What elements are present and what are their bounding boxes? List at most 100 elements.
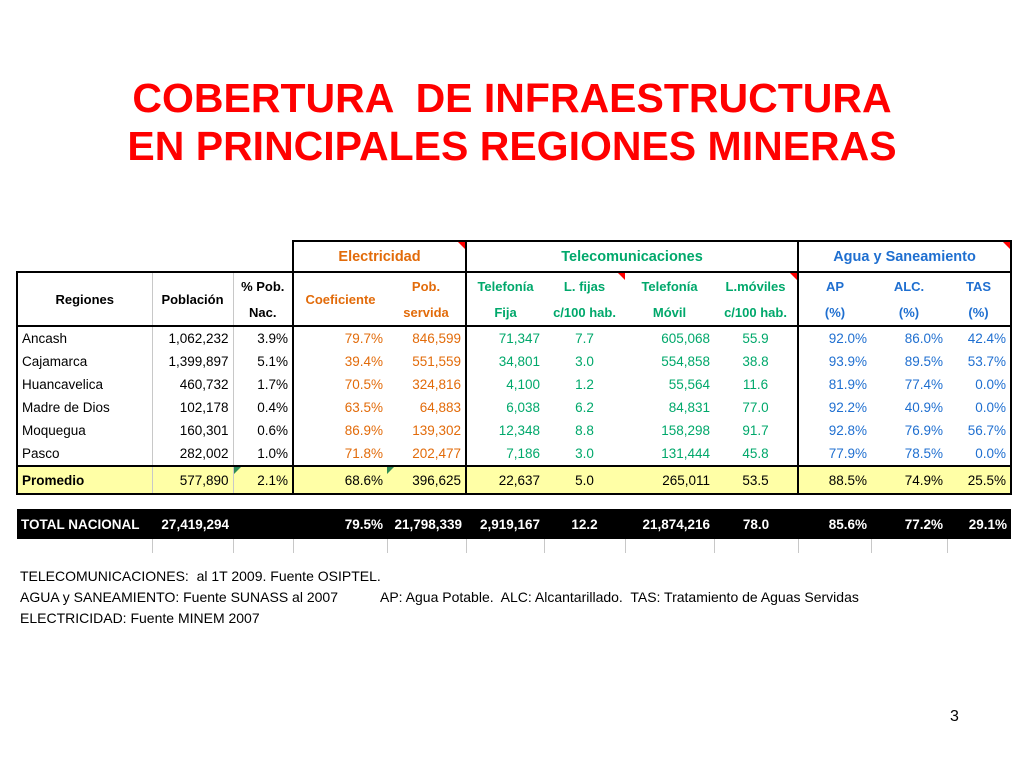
cell-tel-movil: 605,068 (661, 331, 711, 346)
cell-coeficiente: 70.5% (292, 373, 387, 396)
header-tel-fija-1: Telefonía (465, 271, 545, 299)
spacer-row (17, 494, 1011, 509)
group-agua-saneamiento: Agua y Saneamiento (797, 240, 1013, 272)
cell-pct-pob: 0.4% (232, 396, 293, 419)
header-tel-fija-2: Fija (465, 299, 545, 327)
group-telecomunicaciones: Telecomunicaciones (465, 240, 799, 272)
header-pob-servida-1: Pob. (387, 271, 467, 299)
header-pob-servida-2: servida (387, 299, 467, 327)
promedio-telmovil: 265,011 (625, 465, 715, 495)
cell-poblacion: 460,732 (151, 373, 233, 396)
cell-lfijas: 1.2 (575, 377, 594, 392)
cell-tas: 42.4% (947, 326, 1013, 350)
cell-tel-movil: 55,564 (668, 377, 711, 392)
header-pct-pob-1: % Pob. (232, 271, 293, 299)
note-agua: AGUA y SANEAMIENTO: Fuente SUNASS al 200… (20, 587, 859, 608)
cell-lfijas: 6.2 (575, 400, 594, 415)
header-tel-movil-2: Móvil (625, 299, 715, 327)
cell-tel-movil: 84,831 (668, 400, 711, 415)
group-electricidad: Electricidad (291, 240, 467, 272)
header-tel-movil-1: Telefonía (625, 271, 715, 299)
cell-region: Cajamarca (16, 350, 152, 373)
cell-tas: 53.7% (947, 350, 1013, 373)
cell-poblacion: 102,178 (151, 396, 233, 419)
cell-pob-servida: 64,883 (419, 400, 462, 415)
promedio-label: Promedio (16, 465, 152, 495)
total-pct (233, 509, 293, 539)
cell-tas: 56.7% (947, 419, 1013, 442)
header-lmoviles-2: c/100 hab. (714, 299, 799, 327)
total-lmoviles: 78.0 (714, 509, 799, 539)
promedio-row: Promedio 577,890 2.1% 68.6% 396,625 22,6… (16, 465, 1013, 495)
column-header-row-1: Regiones Población % Pob. Coeficiente Po… (16, 271, 1013, 327)
cell-coeficiente: 63.5% (292, 396, 387, 419)
cell-ap: 93.9% (797, 350, 872, 373)
cell-alc: 78.5% (904, 446, 944, 461)
cell-lfijas: 3.0 (575, 446, 594, 461)
cell-coeficiente: 86.9% (292, 419, 387, 442)
cell-coeficiente: 39.4% (292, 350, 387, 373)
promedio-ap: 88.5% (797, 465, 872, 495)
cell-region: Huancavelica (16, 373, 152, 396)
promedio-tas: 25.5% (947, 465, 1013, 495)
cell-poblacion: 282,002 (151, 442, 233, 466)
page-number: 3 (950, 708, 959, 725)
cell-tas: 0.0% (947, 373, 1013, 396)
note-electricidad: ELECTRICIDAD: Fuente MINEM 2007 (20, 610, 260, 626)
cell-pob-servida: 324,816 (412, 377, 462, 392)
empty-grid-row (17, 539, 1012, 553)
cell-ap: 77.9% (797, 442, 872, 466)
cell-tel-fija: 7,186 (465, 442, 545, 466)
table-row: Cajamarca 1,399,897 5.1% 39.4% 551,559 34,801… (16, 350, 1013, 373)
header-tas-2: (%) (947, 299, 1013, 327)
promedio-lfijas: 5.0 (544, 465, 626, 495)
cell-coeficiente: 79.7% (292, 326, 387, 350)
header-tas-1: TAS (947, 271, 1013, 299)
cell-tel-fija: 6,038 (465, 396, 545, 419)
cell-tas: 0.0% (947, 396, 1013, 419)
note-telecom: TELECOMUNICACIONES: al 1T 2009. Fuente O… (20, 568, 381, 584)
total-poblacion: 27,419,294 (152, 509, 233, 539)
header-ap-1: AP (797, 271, 872, 299)
cell-lmoviles: 38.8 (742, 354, 769, 369)
cell-pob-servida: 139,302 (412, 423, 462, 438)
cell-pct-pob: 1.0% (232, 442, 293, 466)
header-regiones: Regiones (16, 271, 152, 327)
title-line-2: EN PRINCIPALES REGIONES MINERAS (127, 123, 897, 169)
cell-alc: 89.5% (904, 354, 944, 369)
cell-lfijas: 8.8 (575, 423, 594, 438)
table-body: Ancash 1,062,232 3.9% 79.7% 846,599 71,347 7.7… (16, 326, 1013, 466)
cell-pct-pob: 5.1% (232, 350, 293, 373)
promedio-coef: 68.6% (292, 465, 387, 495)
title-line-1: COBERTURA DE INFRAESTRUCTURA (132, 75, 892, 121)
table-row: Madre de Dios 102,178 0.4% 63.5% 64,883 6,038… (16, 396, 1013, 419)
cell-tel-movil: 158,298 (661, 423, 711, 438)
table-row: Ancash 1,062,232 3.9% 79.7% 846,599 71,347 7.7… (16, 326, 1013, 350)
table-row: Moquegua 160,301 0.6% 86.9% 139,302 12,348 8.8… (16, 419, 1013, 442)
total-ap: 85.6% (798, 509, 872, 539)
header-pct-pob-2: Nac. (232, 299, 293, 327)
cell-lfijas: 7.7 (575, 331, 594, 346)
cell-ap: 92.0% (797, 326, 872, 350)
cell-tel-fija: 12,348 (465, 419, 545, 442)
cell-alc: 77.4% (904, 377, 944, 392)
total-alc: 77.2% (871, 509, 948, 539)
cell-region: Moquegua (16, 419, 152, 442)
note-agua-source: AGUA y SANEAMIENTO: Fuente SUNASS al 200… (20, 589, 338, 605)
promedio-poblacion: 577,890 (151, 465, 233, 495)
cell-poblacion: 1,399,897 (151, 350, 233, 373)
cell-pob-servida: 551,559 (412, 354, 462, 369)
note-agua-abbrev: AP: Agua Potable. ALC: Alcantarillado. T… (379, 589, 859, 605)
total-nacional-row: TOTAL NACIONAL 27,419,294 79.5% 21,798,3… (17, 509, 1012, 539)
slide-title: COBERTURA DE INFRAESTRUCTURA EN PRINCIPA… (0, 74, 1024, 170)
cell-lmoviles: 77.0 (742, 400, 769, 415)
promedio-pobserv: 396,625 (387, 465, 467, 495)
cell-coeficiente: 71.8% (292, 442, 387, 466)
cell-pct-pob: 0.6% (232, 419, 293, 442)
coverage-table-container: Electricidad Telecomunicaciones Agua y S… (16, 240, 1013, 553)
promedio-lmoviles: 53.5 (714, 465, 799, 495)
total-telfija: 2,919,167 (466, 509, 545, 539)
total-tas: 29.1% (947, 509, 1012, 539)
header-alc-2: (%) (871, 299, 948, 327)
cell-alc: 86.0% (904, 331, 944, 346)
